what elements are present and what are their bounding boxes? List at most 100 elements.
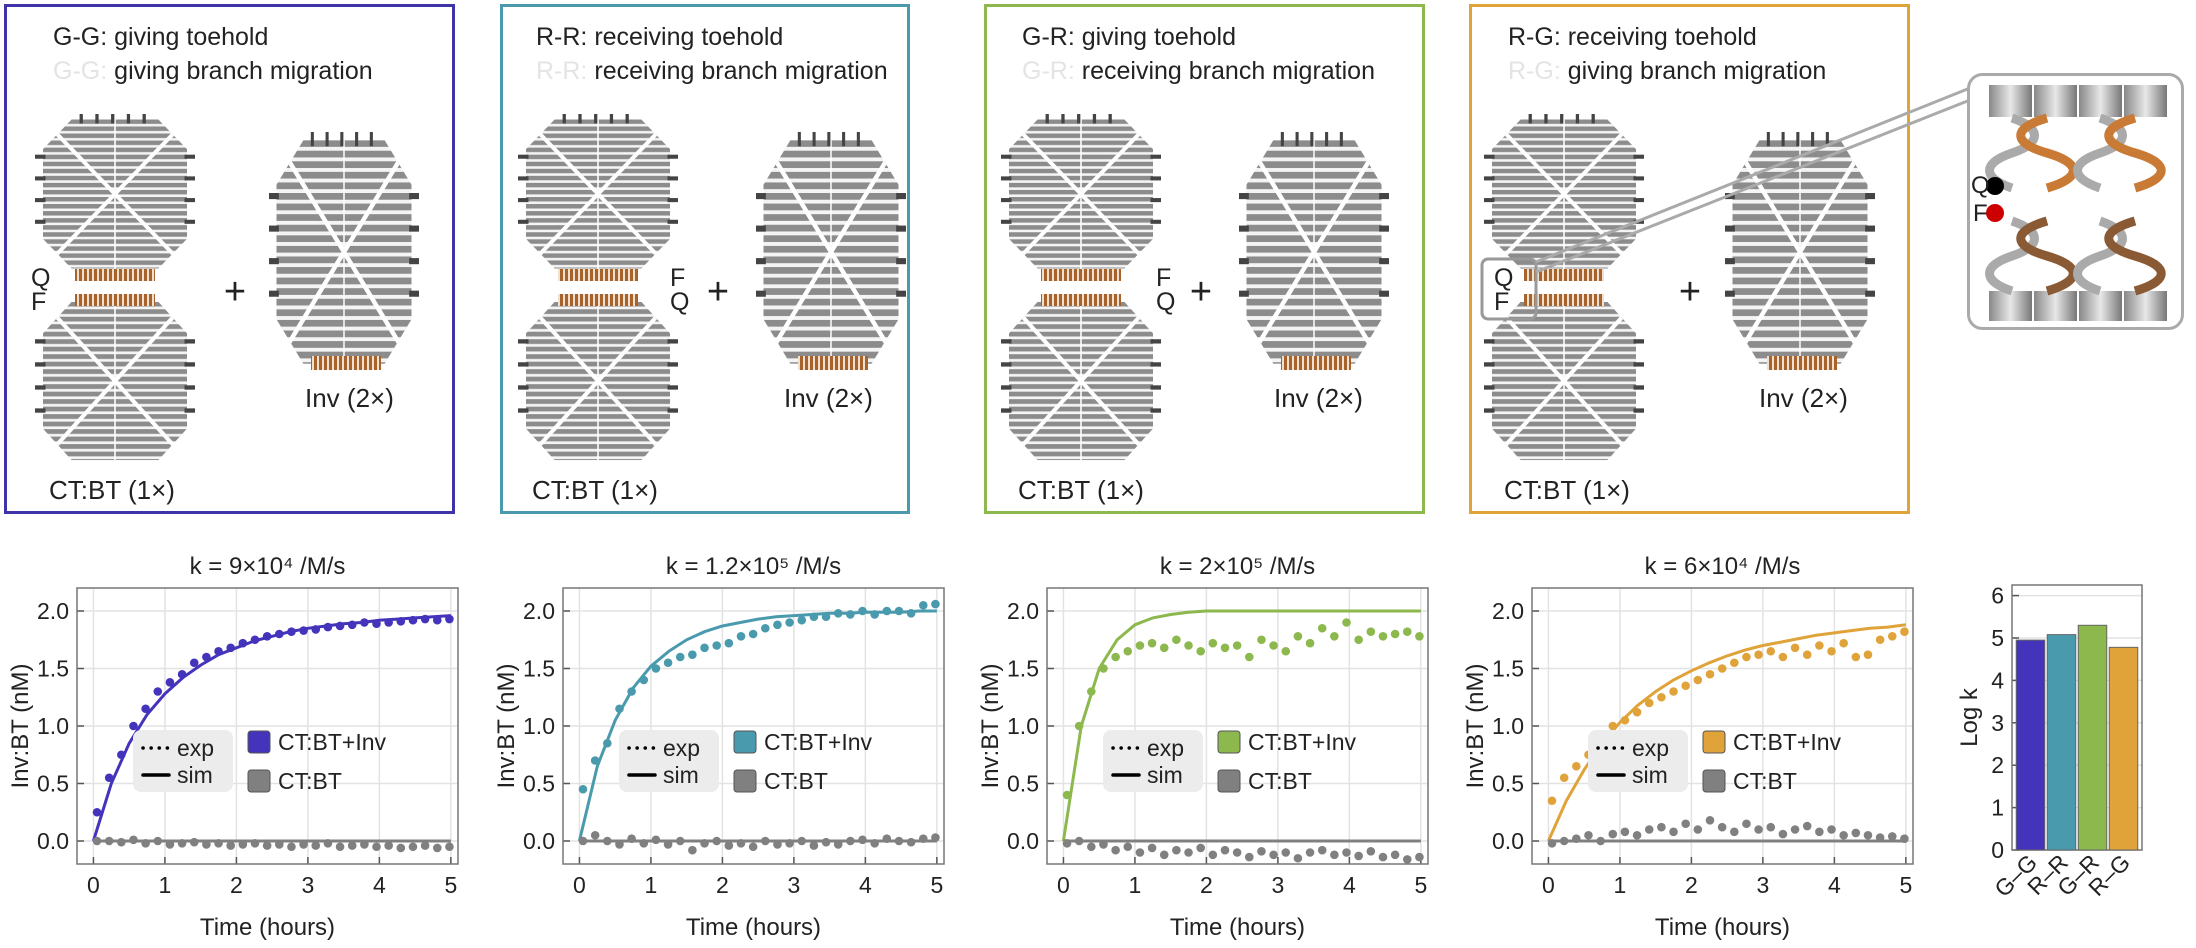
exp-point (177, 669, 187, 679)
exp-point (117, 750, 126, 760)
exp-point (1074, 836, 1084, 846)
exp-point (1547, 796, 1557, 806)
exp-point (1644, 825, 1654, 834)
x-axis-label: Time (hours) (1170, 914, 1305, 941)
exp-point (590, 830, 600, 840)
exp-point (1851, 652, 1861, 662)
exp-point (153, 836, 163, 846)
exp-point (1705, 669, 1715, 679)
y-tick-label: 1 (1991, 795, 2004, 821)
chart-title: k = 2×10⁵ /M/s (1160, 553, 1315, 580)
helix-strand (2016, 216, 2078, 296)
legend-label: exp (663, 735, 700, 761)
exp-point (408, 615, 418, 625)
exp-point (627, 687, 636, 696)
exp-point (639, 839, 649, 848)
inv-label: Inv (2×) (1759, 383, 1848, 413)
exp-point (846, 836, 855, 846)
legend-swatch (733, 730, 757, 754)
label-q: Q (670, 288, 689, 316)
staple-strip (558, 269, 638, 281)
exp-point (274, 840, 284, 849)
exp-point (1354, 635, 1363, 645)
line2-text: giving branch migration (114, 57, 372, 85)
exp-point (396, 843, 406, 853)
y-tick-label: 3 (1991, 710, 2004, 736)
exp-point (1402, 855, 1412, 864)
exp-point (202, 652, 211, 662)
exp-point (1184, 848, 1193, 857)
x-axis-label: Time (hours) (686, 914, 821, 941)
exp-point (1244, 852, 1254, 862)
staple-strip (1281, 356, 1351, 370)
exp-point (1172, 845, 1181, 855)
line-chart: 0 1 2 3 4 5 0.0 0.5 1.0 1.5 2.0 k = 1.2×10⁵ /M/s Tim… (493, 553, 945, 941)
x-tick-label: 4 (1828, 872, 1841, 898)
label-f: F (670, 264, 685, 292)
exp-point (165, 678, 175, 687)
legend-swatch (247, 769, 271, 793)
x-tick-label: 1 (159, 872, 172, 898)
callout-line (1535, 98, 1971, 274)
y-tick-label: 2.0 (523, 598, 555, 624)
y-tick-label: 1.0 (1007, 713, 1039, 739)
label-f: F (31, 288, 46, 316)
y-tick-label: 6 (1991, 583, 2004, 609)
exp-point (882, 606, 892, 616)
exp-point (1815, 641, 1824, 650)
label-f: F (1494, 288, 1509, 316)
x-tick-label: 5 (1414, 872, 1427, 898)
helix-strand (2104, 113, 2166, 193)
inv-label: Inv (2×) (1274, 383, 1363, 413)
y-axis-label: Log k (1956, 687, 1983, 747)
exp-point (1608, 721, 1618, 731)
inset-q: Q (1971, 172, 1990, 199)
exp-point (1111, 652, 1120, 662)
exp-point (1572, 761, 1581, 771)
exp-point (603, 836, 612, 846)
scheme-panel: G-R: giving toehold G-R: receiving branch … (984, 4, 1425, 514)
cylinder (2124, 291, 2167, 321)
exp-point (92, 807, 102, 817)
exp-point (870, 839, 879, 848)
exp-point (1863, 830, 1873, 840)
exp-point (760, 623, 770, 633)
exp-point (262, 841, 272, 850)
exp-point (651, 664, 661, 673)
x-tick-label: 1 (645, 872, 658, 898)
origami (35, 296, 195, 460)
y-tick-label: 0.5 (37, 771, 69, 797)
cylinder (1989, 291, 2032, 321)
exp-point (675, 836, 685, 846)
exp-point (92, 836, 102, 846)
exp-point (1620, 827, 1630, 837)
bar (2015, 639, 2046, 851)
exp-point (1317, 623, 1327, 633)
exp-point (688, 650, 697, 659)
exp-point (1220, 643, 1230, 653)
exp-point (736, 632, 746, 641)
exp-point (1232, 641, 1242, 650)
origami (1484, 296, 1644, 460)
line2-prefix: G-G: (53, 57, 107, 85)
exp-point (663, 840, 673, 849)
exp-point (1305, 848, 1315, 857)
exp-point (748, 629, 758, 639)
origami (269, 132, 419, 364)
exp-point (1875, 635, 1885, 645)
line2-text: giving branch migration (1568, 57, 1826, 85)
legend-label: CT:BT+Inv (278, 729, 387, 755)
line-chart: 0 1 2 3 4 5 0.0 0.5 1.0 1.5 2.0 k = 6×10⁴ /M/s Time … (1462, 553, 1914, 941)
exp-point (833, 840, 843, 849)
plus-sign: + (1190, 271, 1212, 313)
exp-point (177, 839, 187, 848)
exp-point (287, 842, 296, 852)
exp-point (1172, 635, 1181, 645)
exp-point (906, 609, 916, 618)
exp-point (299, 840, 308, 849)
ct-label: CT:BT (1×) (1018, 475, 1144, 505)
exp-point (1632, 830, 1642, 840)
exp-point (432, 615, 442, 625)
exp-point (894, 836, 904, 846)
exp-point (311, 841, 321, 850)
